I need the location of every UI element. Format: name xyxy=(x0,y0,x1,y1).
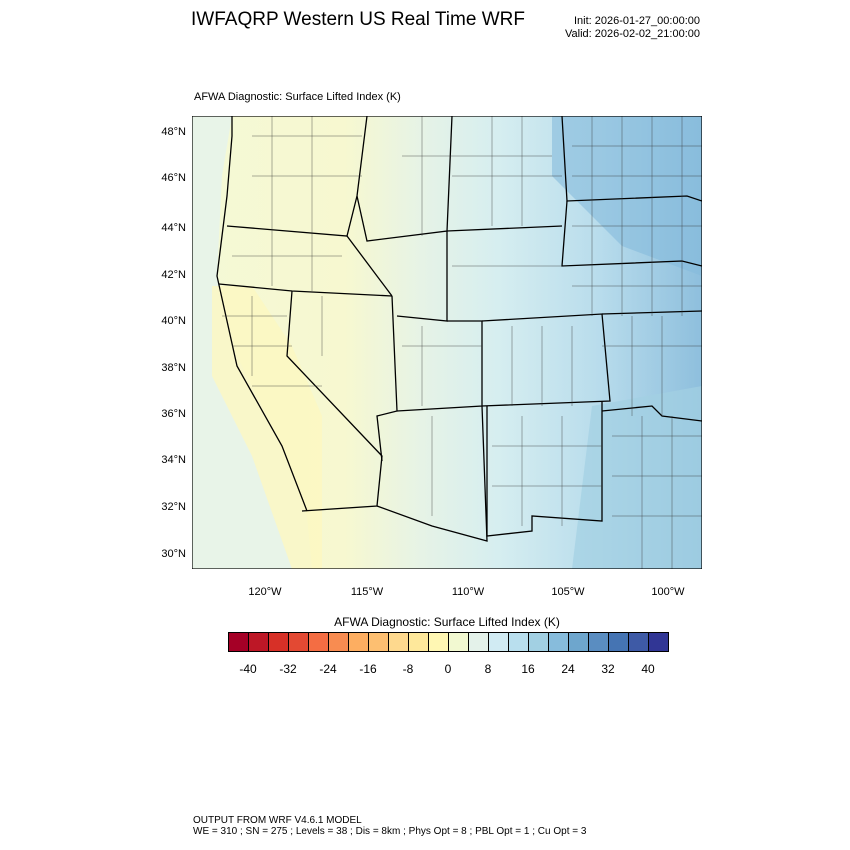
colorbar-box xyxy=(469,633,489,651)
map-subtitle: AFWA Diagnostic: Surface Lifted Index (K… xyxy=(194,91,401,103)
colorbar-box xyxy=(429,633,449,651)
lat-label: 46°N xyxy=(161,172,186,184)
lat-label: 32°N xyxy=(161,501,186,513)
colorbar-box xyxy=(509,633,529,651)
lon-label: 105°W xyxy=(551,586,585,598)
colorbar-box xyxy=(309,633,329,651)
colorbar-box xyxy=(649,633,668,651)
colorbar xyxy=(228,632,669,652)
colorbar-box xyxy=(409,633,429,651)
colorbar-label: -32 xyxy=(279,662,297,676)
lat-label: 44°N xyxy=(161,222,186,234)
lon-label: 110°W xyxy=(451,586,485,598)
colorbar-box xyxy=(609,633,629,651)
colorbar-label: 8 xyxy=(484,662,492,676)
valid-time: Valid: 2026-02-02_21:00:00 xyxy=(565,28,700,40)
footer-line-1: OUTPUT FROM WRF V4.6.1 MODEL xyxy=(193,815,362,826)
colorbar-box xyxy=(489,633,509,651)
colorbar-box xyxy=(549,633,569,651)
colorbar-label: 32 xyxy=(601,662,615,676)
colorbar-label: 0 xyxy=(444,662,452,676)
colorbar-label: 24 xyxy=(561,662,575,676)
lat-label: 38°N xyxy=(161,362,186,374)
plot-title: IWFAQRP Western US Real Time WRF xyxy=(191,9,525,30)
lon-label: 100°W xyxy=(651,586,685,598)
warm-region xyxy=(212,286,322,569)
colorbar-box xyxy=(349,633,369,651)
colorbar-label: 40 xyxy=(641,662,655,676)
colorbar-box xyxy=(389,633,409,651)
lon-label: 120°W xyxy=(248,586,282,598)
map-plot xyxy=(192,116,702,569)
lon-label: 115°W xyxy=(350,586,384,598)
colorbar-box xyxy=(249,633,269,651)
lat-label: 40°N xyxy=(161,315,186,327)
colorbar-box xyxy=(369,633,389,651)
colorbar-box xyxy=(589,633,609,651)
colorbar-label: -8 xyxy=(402,662,414,676)
colorbar-box xyxy=(629,633,649,651)
cool-region-se xyxy=(572,386,702,569)
colorbar-label: 16 xyxy=(521,662,535,676)
footer-line-2: WE = 310 ; SN = 275 ; Levels = 38 ; Dis … xyxy=(193,826,587,837)
lat-label: 48°N xyxy=(161,126,186,138)
lat-label: 34°N xyxy=(161,454,186,466)
colorbar-label: -40 xyxy=(239,662,257,676)
init-time: Init: 2026-01-27_00:00:00 xyxy=(574,15,700,27)
colorbar-label: -16 xyxy=(359,662,377,676)
lat-label: 36°N xyxy=(161,408,186,420)
colorbar-box xyxy=(269,633,289,651)
colorbar-box xyxy=(229,633,249,651)
state-boundaries xyxy=(216,116,702,542)
colorbar-box xyxy=(569,633,589,651)
colorbar-box xyxy=(329,633,349,651)
model-info: OUTPUT FROM WRF V4.6.1 MODEL WE = 310 ; … xyxy=(193,815,586,837)
colorbar-box xyxy=(529,633,549,651)
colorbar-box xyxy=(289,633,309,651)
colorbar-label: -24 xyxy=(319,662,337,676)
colorbar-box xyxy=(449,633,469,651)
cool-region-ne xyxy=(552,116,702,276)
colorbar-title: AFWA Diagnostic: Surface Lifted Index (K… xyxy=(334,615,560,629)
time-info: Init: 2026-01-27_00:00:00 Valid: 2026-02… xyxy=(565,15,700,41)
lat-label: 42°N xyxy=(161,269,186,281)
lat-label: 30°N xyxy=(161,548,186,560)
county-boundaries xyxy=(222,116,702,569)
